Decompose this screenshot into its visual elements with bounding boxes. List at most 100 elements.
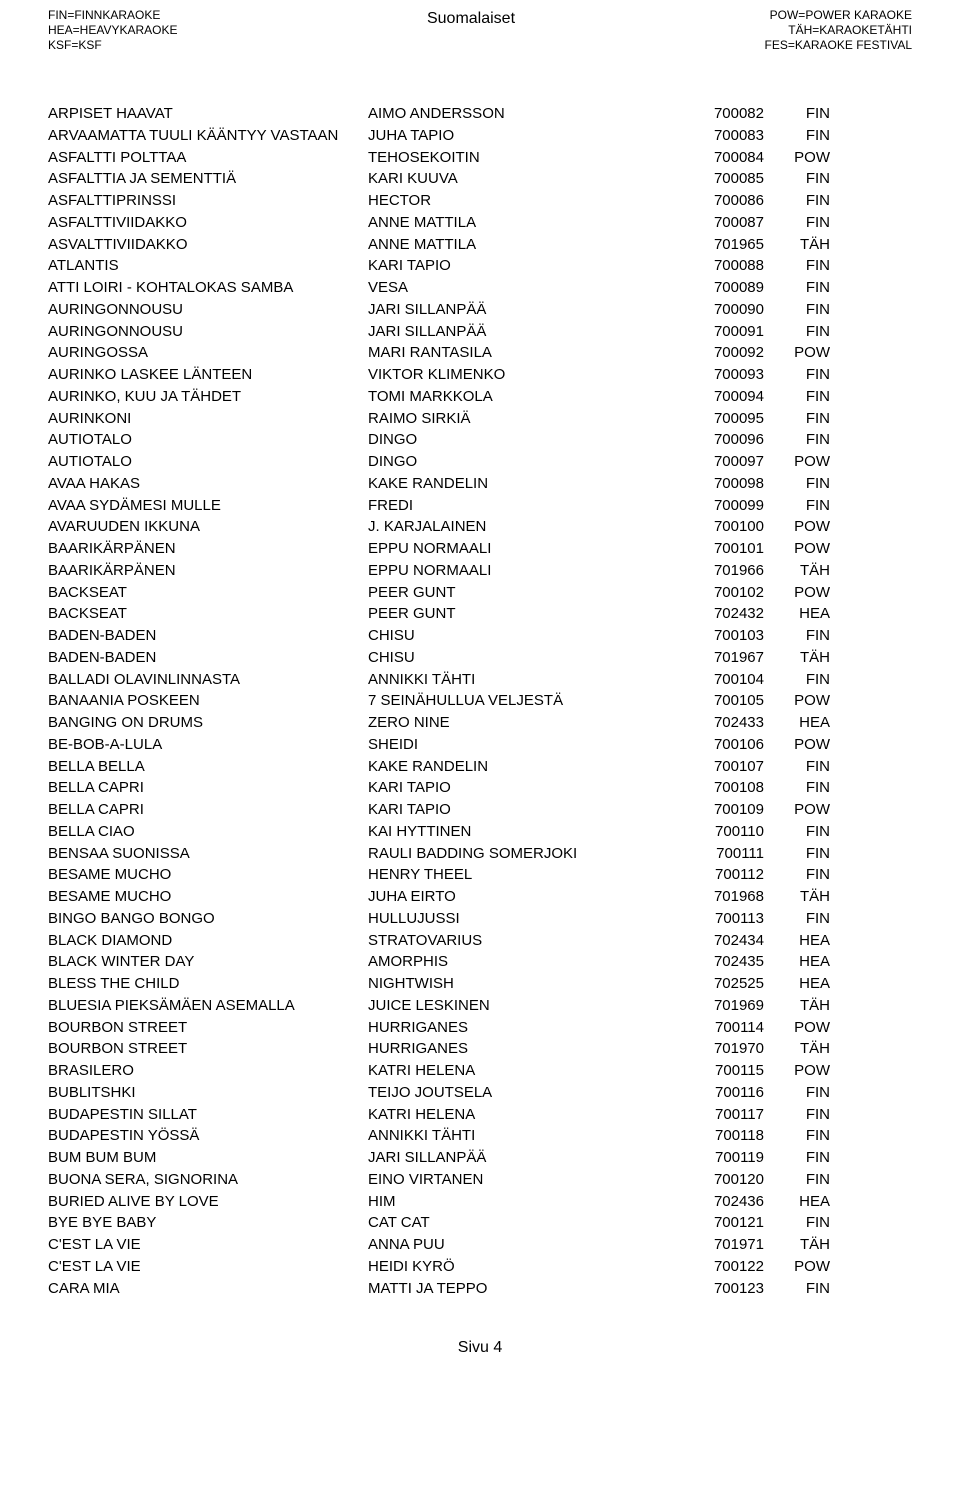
song-title: BAARIKÄRPÄNEN	[48, 538, 368, 560]
source-code: HEA	[764, 930, 830, 952]
table-row: AURINKONIRAIMO SIRKIÄ700095FIN	[48, 408, 912, 430]
artist-name: NIGHTWISH	[368, 973, 678, 995]
source-code: FIN	[764, 625, 830, 647]
artist-name: KARI TAPIO	[368, 777, 678, 799]
song-title: BELLA BELLA	[48, 756, 368, 778]
artist-name: HENRY THEEL	[368, 864, 678, 886]
artist-name: VESA	[368, 277, 678, 299]
song-id: 702525	[678, 973, 764, 995]
artist-name: JARI SILLANPÄÄ	[368, 321, 678, 343]
source-code: POW	[764, 342, 830, 364]
song-title: BE-BOB-A-LULA	[48, 734, 368, 756]
artist-name: ANNE MATTILA	[368, 234, 678, 256]
table-row: BESAME MUCHOHENRY THEEL700112FIN	[48, 864, 912, 886]
artist-name: JARI SILLANPÄÄ	[368, 1147, 678, 1169]
table-row: AUTIOTALODINGO700096FIN	[48, 429, 912, 451]
table-row: BADEN-BADENCHISU701967TÄH	[48, 647, 912, 669]
song-id: 700109	[678, 799, 764, 821]
source-code: FIN	[764, 1212, 830, 1234]
source-code: FIN	[764, 429, 830, 451]
song-title: ASFALTTI POLTTAA	[48, 147, 368, 169]
song-title: BLACK DIAMOND	[48, 930, 368, 952]
source-code: FIN	[764, 495, 830, 517]
artist-name: J. KARJALAINEN	[368, 516, 678, 538]
source-code: FIN	[764, 821, 830, 843]
table-row: AVARUUDEN IKKUNAJ. KARJALAINEN700100POW	[48, 516, 912, 538]
source-code: FIN	[764, 864, 830, 886]
table-row: BUBLITSHKITEIJO JOUTSELA700116FIN	[48, 1082, 912, 1104]
song-id: 700119	[678, 1147, 764, 1169]
song-id: 702435	[678, 951, 764, 973]
song-title: BUDAPESTIN YÖSSÄ	[48, 1125, 368, 1147]
source-code: POW	[764, 1060, 830, 1082]
song-id: 700110	[678, 821, 764, 843]
source-code: FIN	[764, 473, 830, 495]
source-code: TÄH	[764, 886, 830, 908]
song-id: 701965	[678, 234, 764, 256]
table-row: BUONA SERA, SIGNORINAEINO VIRTANEN700120…	[48, 1169, 912, 1191]
artist-name: HEIDI KYRÖ	[368, 1256, 678, 1278]
song-title: BUONA SERA, SIGNORINA	[48, 1169, 368, 1191]
table-row: BLACK WINTER DAYAMORPHIS702435HEA	[48, 951, 912, 973]
table-row: BURIED ALIVE BY LOVEHIM702436HEA	[48, 1191, 912, 1213]
song-id: 700122	[678, 1256, 764, 1278]
table-row: ASFALTTI POLTTAATEHOSEKOITIN700084POW	[48, 147, 912, 169]
song-id: 700095	[678, 408, 764, 430]
source-code: HEA	[764, 603, 830, 625]
song-id: 700089	[678, 277, 764, 299]
source-code: POW	[764, 147, 830, 169]
artist-name: ANNE MATTILA	[368, 212, 678, 234]
song-id: 701971	[678, 1234, 764, 1256]
song-title: AUTIOTALO	[48, 429, 368, 451]
source-code: FIN	[764, 1169, 830, 1191]
song-title: AURINKO, KUU JA TÄHDET	[48, 386, 368, 408]
song-id: 700103	[678, 625, 764, 647]
source-code: FIN	[764, 908, 830, 930]
artist-name: ZERO NINE	[368, 712, 678, 734]
table-row: BAARIKÄRPÄNENEPPU NORMAALI701966TÄH	[48, 560, 912, 582]
song-title: ARVAAMATTA TUULI KÄÄNTYY VASTAAN	[48, 125, 368, 147]
source-code: POW	[764, 451, 830, 473]
legend-line: POW=POWER KARAOKE	[765, 8, 913, 23]
table-row: BE-BOB-A-LULASHEIDI700106POW	[48, 734, 912, 756]
table-row: AURINGONNOUSUJARI SILLANPÄÄ700091FIN	[48, 321, 912, 343]
table-row: BELLA CAPRIKARI TAPIO700108FIN	[48, 777, 912, 799]
artist-name: KAKE RANDELIN	[368, 473, 678, 495]
source-code: HEA	[764, 712, 830, 734]
artist-name: CAT CAT	[368, 1212, 678, 1234]
table-row: AVAA SYDÄMESI MULLEFREDI700099FIN	[48, 495, 912, 517]
artist-name: STRATOVARIUS	[368, 930, 678, 952]
song-id: 700104	[678, 669, 764, 691]
song-title: ASFALTTIPRINSSI	[48, 190, 368, 212]
table-row: BOURBON STREETHURRIGANES700114POW	[48, 1017, 912, 1039]
song-title: BOURBON STREET	[48, 1017, 368, 1039]
source-code: FIN	[764, 843, 830, 865]
table-row: ASFALTTIPRINSSIHECTOR700086FIN	[48, 190, 912, 212]
source-code: FIN	[764, 1147, 830, 1169]
source-code: POW	[764, 799, 830, 821]
table-row: ASVALTTIVIIDAKKOANNE MATTILA701965TÄH	[48, 234, 912, 256]
legend-line: FIN=FINNKARAOKE	[48, 8, 178, 23]
artist-name: PEER GUNT	[368, 582, 678, 604]
table-row: ATLANTISKARI TAPIO700088FIN	[48, 255, 912, 277]
table-row: C'EST LA VIEHEIDI KYRÖ700122POW	[48, 1256, 912, 1278]
artist-name: JUHA TAPIO	[368, 125, 678, 147]
artist-name: PEER GUNT	[368, 603, 678, 625]
song-title: BLESS THE CHILD	[48, 973, 368, 995]
source-code: POW	[764, 582, 830, 604]
table-row: BENSAA SUONISSARAULI BADDING SOMERJOKI70…	[48, 843, 912, 865]
source-code: FIN	[764, 255, 830, 277]
artist-name: RAIMO SIRKIÄ	[368, 408, 678, 430]
song-id: 700092	[678, 342, 764, 364]
artist-name: MATTI JA TEPPO	[368, 1278, 678, 1300]
song-id: 701969	[678, 995, 764, 1017]
source-code: POW	[764, 538, 830, 560]
artist-name: EINO VIRTANEN	[368, 1169, 678, 1191]
source-code: TÄH	[764, 995, 830, 1017]
artist-name: HURRIGANES	[368, 1038, 678, 1060]
artist-name: CHISU	[368, 625, 678, 647]
song-title: BUDAPESTIN SILLAT	[48, 1104, 368, 1126]
song-title: AVARUUDEN IKKUNA	[48, 516, 368, 538]
song-id: 700085	[678, 168, 764, 190]
song-id: 701967	[678, 647, 764, 669]
